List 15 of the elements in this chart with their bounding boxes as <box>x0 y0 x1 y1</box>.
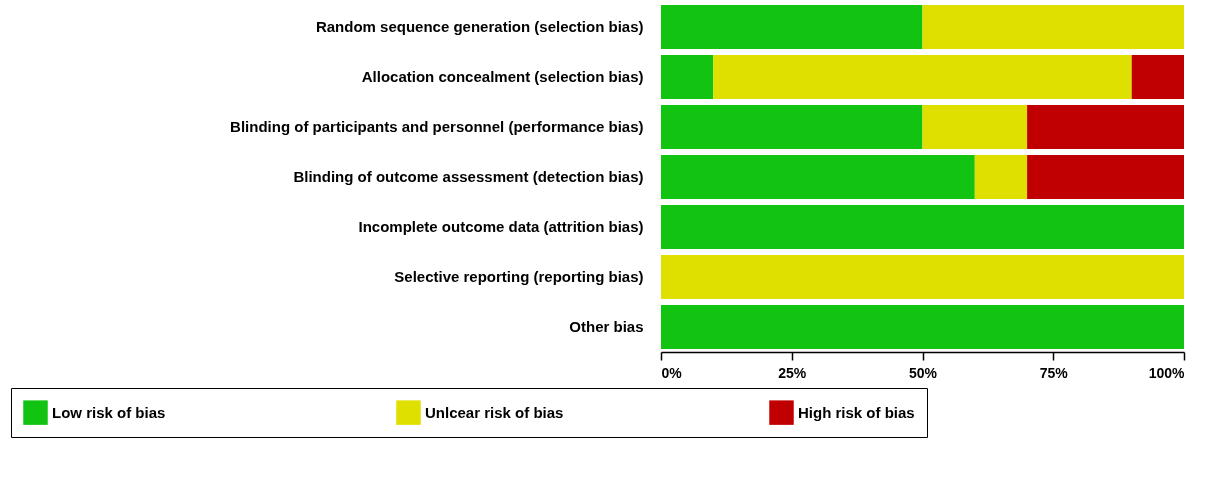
x-tick-label: 0% <box>661 364 683 381</box>
legend-label: Unlcear risk of bias <box>425 403 564 421</box>
y-tick-label: Selective reporting (reporting bias) <box>394 268 644 285</box>
x-tick-label: 50% <box>908 364 938 381</box>
x-tick-label: 25% <box>778 364 807 381</box>
y-tick-label: Other bias <box>569 318 644 335</box>
x-tick-label: 75% <box>1039 364 1069 381</box>
y-tick-label: Blinding of outcome assessment (detection bias) <box>293 168 644 185</box>
legend-label: High risk of bias <box>798 403 915 421</box>
y-tick-label: Random sequence generation (selection bias) <box>315 18 644 35</box>
y-tick-label: Incomplete outcome data (attrition bias) <box>358 218 644 235</box>
legend-label: Low risk of bias <box>52 403 166 421</box>
x-tick-label: 100% <box>1148 364 1186 381</box>
y-tick-label: Allocation concealment (selection bias) <box>361 68 644 85</box>
y-tick-label: Blinding of participants and personnel (performance bias) <box>230 118 644 135</box>
